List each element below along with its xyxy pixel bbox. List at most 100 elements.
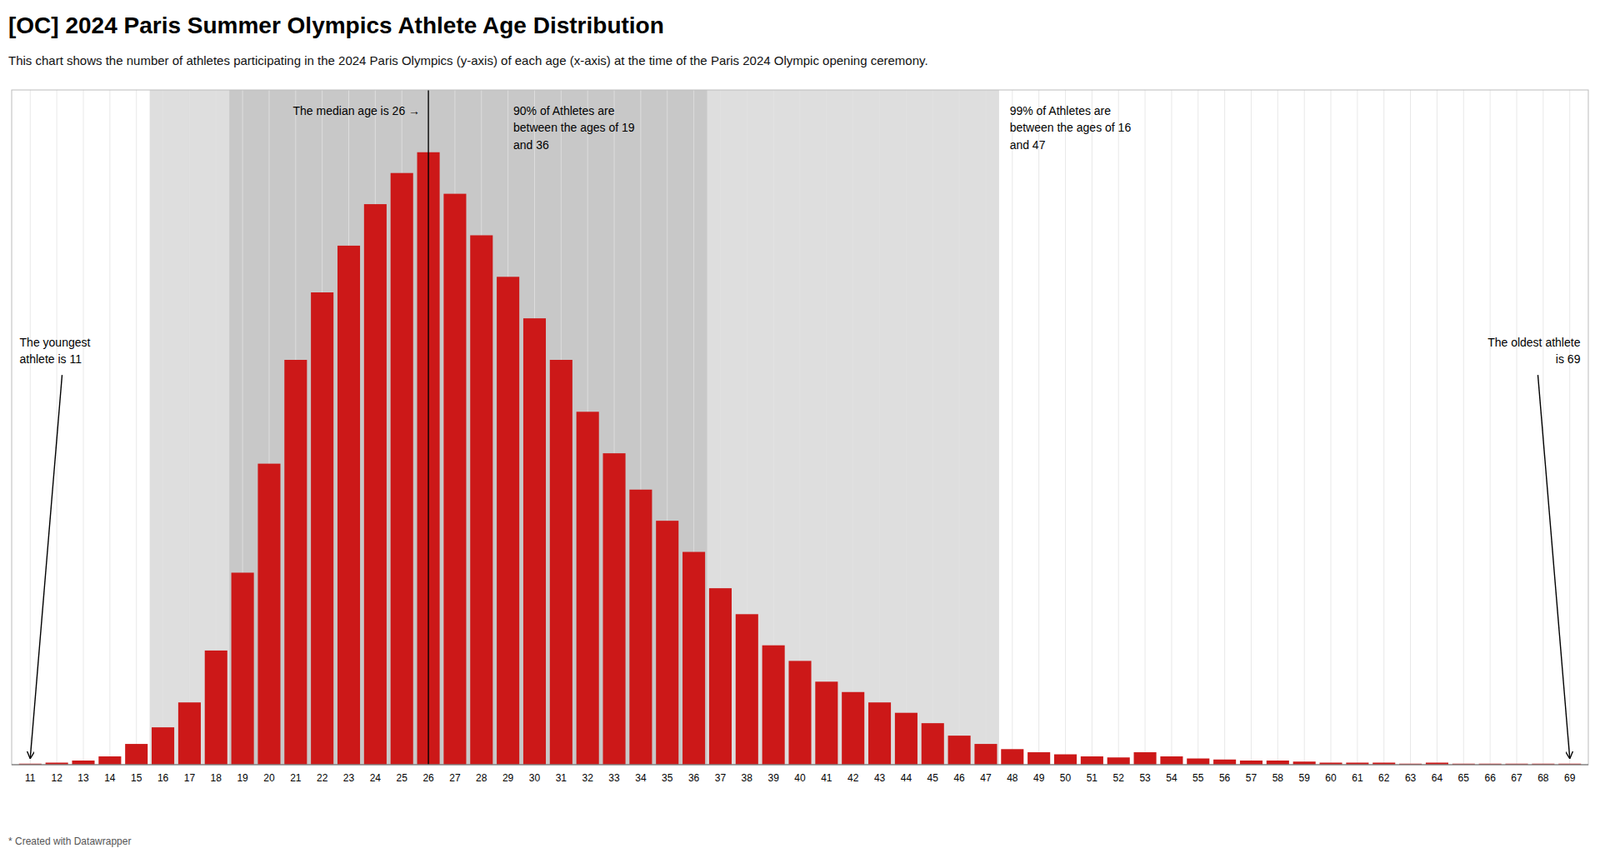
- grid-line: [932, 90, 934, 765]
- plot-frame: [11, 90, 1589, 765]
- grid-line: [1356, 90, 1358, 765]
- x-tick-label: 28: [475, 772, 488, 785]
- x-tick-label: 59: [1299, 772, 1311, 785]
- percentile-band: [150, 90, 1000, 765]
- bar: [205, 650, 228, 765]
- x-tick-label: 26: [422, 772, 435, 785]
- bar: [125, 744, 148, 765]
- grid-line: [852, 90, 854, 765]
- x-tick-label: 57: [1245, 772, 1258, 785]
- x-tick-label: 52: [1113, 772, 1125, 785]
- bar: [841, 692, 865, 765]
- extreme-annotation: The oldest athleteis 69: [1487, 335, 1581, 366]
- grid-line: [162, 90, 164, 765]
- x-tick-label: 36: [688, 772, 700, 785]
- grid-line: [1277, 90, 1279, 765]
- bar: [1186, 759, 1210, 765]
- bar: [709, 588, 732, 765]
- x-tick-label: 24: [370, 772, 382, 785]
- grid-line: [1542, 90, 1544, 765]
- bar: [762, 645, 785, 765]
- bar: [98, 756, 121, 765]
- x-tick-label: 23: [343, 772, 355, 785]
- bar: [337, 245, 360, 765]
- grid-line: [1516, 90, 1518, 765]
- grid-line: [1145, 90, 1146, 765]
- x-axis-line: [11, 765, 1589, 766]
- grid-line: [1410, 90, 1411, 765]
- x-tick-label: 14: [104, 772, 116, 785]
- grid-line: [1569, 90, 1570, 765]
- grid-line: [1038, 90, 1040, 765]
- x-tick-label: 58: [1272, 772, 1285, 785]
- x-tick-label: 51: [1086, 772, 1099, 785]
- bar: [178, 702, 201, 765]
- bar: [1213, 760, 1236, 765]
- x-tick-label: 35: [661, 772, 674, 785]
- x-tick-label: 39: [767, 772, 780, 785]
- x-tick-label: 12: [50, 772, 63, 785]
- bar: [1293, 761, 1316, 765]
- bar: [496, 276, 520, 765]
- x-tick-label: 53: [1139, 772, 1151, 785]
- x-tick-label: 55: [1192, 772, 1205, 785]
- grid-line: [428, 90, 430, 765]
- x-tick-label: 33: [608, 772, 620, 785]
- bar: [364, 204, 387, 765]
- x-tick-label: 29: [502, 772, 515, 785]
- x-tick-label: 69: [1564, 772, 1576, 785]
- bar: [1054, 755, 1077, 765]
- bar: [948, 735, 971, 765]
- x-tick-label: 41: [820, 772, 833, 785]
- x-tick-label: 27: [449, 772, 461, 785]
- x-tick-label: 25: [396, 772, 409, 785]
- x-tick-label: 65: [1458, 772, 1470, 785]
- subtitle: This chart shows the number of athletes …: [8, 53, 929, 68]
- x-tick-label: 38: [741, 772, 754, 785]
- grid-line: [1224, 90, 1225, 765]
- grid-line: [189, 90, 190, 765]
- median-annotation: The median age is 26 →: [293, 104, 421, 118]
- grid-line: [1011, 90, 1013, 765]
- x-tick-label: 17: [184, 772, 196, 785]
- bar: [284, 360, 307, 765]
- x-tick-label: 21: [290, 772, 302, 785]
- grid-line: [959, 90, 960, 765]
- bar: [151, 727, 175, 765]
- bar: [1080, 756, 1104, 765]
- bar: [895, 713, 918, 765]
- x-tick-label: 20: [263, 772, 275, 785]
- bar: [655, 520, 679, 765]
- x-tick-label: 18: [210, 772, 223, 785]
- grid-line: [83, 90, 85, 765]
- grid-line: [1463, 90, 1465, 765]
- x-tick-label: 22: [316, 772, 329, 785]
- bar: [974, 744, 997, 765]
- x-tick-label: 40: [794, 772, 806, 785]
- bar: [257, 464, 280, 765]
- grid-line: [1304, 90, 1305, 765]
- annotation-arrow: [1537, 375, 1570, 759]
- bar: [550, 360, 573, 765]
- grid-line: [1118, 90, 1120, 765]
- x-tick-label: 13: [77, 772, 90, 785]
- bar: [603, 453, 626, 765]
- bar: [815, 681, 838, 765]
- x-tick-label: 19: [236, 772, 249, 785]
- bar: [390, 173, 414, 765]
- bar: [231, 572, 255, 765]
- bar: [1000, 749, 1024, 765]
- x-tick-label: 49: [1033, 772, 1045, 785]
- annotation-arrow: [30, 375, 62, 759]
- grid-line: [56, 90, 58, 765]
- bar: [470, 235, 493, 765]
- x-tick-label: 37: [715, 772, 727, 785]
- x-tick-label: 30: [529, 772, 541, 785]
- bar: [1240, 760, 1263, 765]
- x-tick-label: 61: [1351, 772, 1364, 785]
- bar: [868, 702, 891, 765]
- bar: [1160, 756, 1183, 765]
- x-tick-label: 46: [953, 772, 965, 785]
- grid-line: [1436, 90, 1438, 765]
- grid-line: [1490, 90, 1491, 765]
